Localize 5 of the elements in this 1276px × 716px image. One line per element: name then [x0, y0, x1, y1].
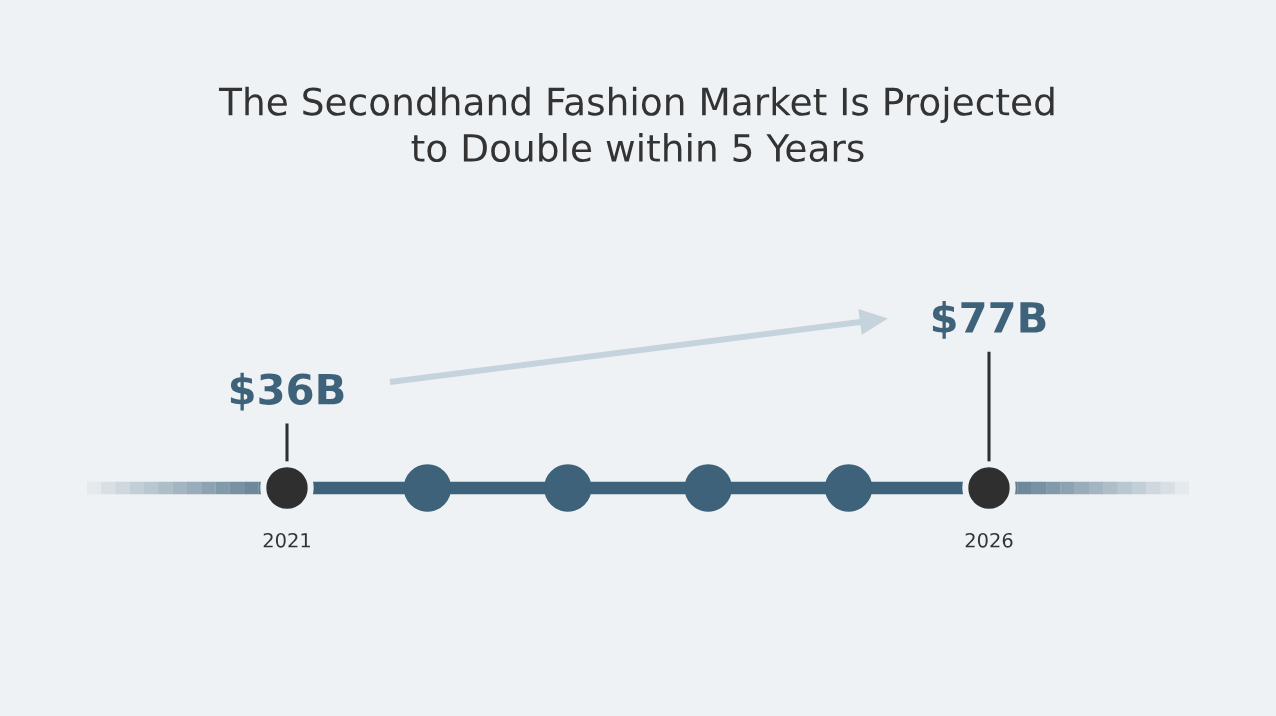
category-label: 2026 — [965, 532, 1013, 548]
text: The Secondhand Fashion Market Is Projected to Double within 5 Years — [218, 86, 1054, 163]
category-label: 2021 — [263, 532, 310, 548]
data-label: $77B — [932, 300, 1046, 339]
data-label: $36B — [230, 372, 344, 411]
